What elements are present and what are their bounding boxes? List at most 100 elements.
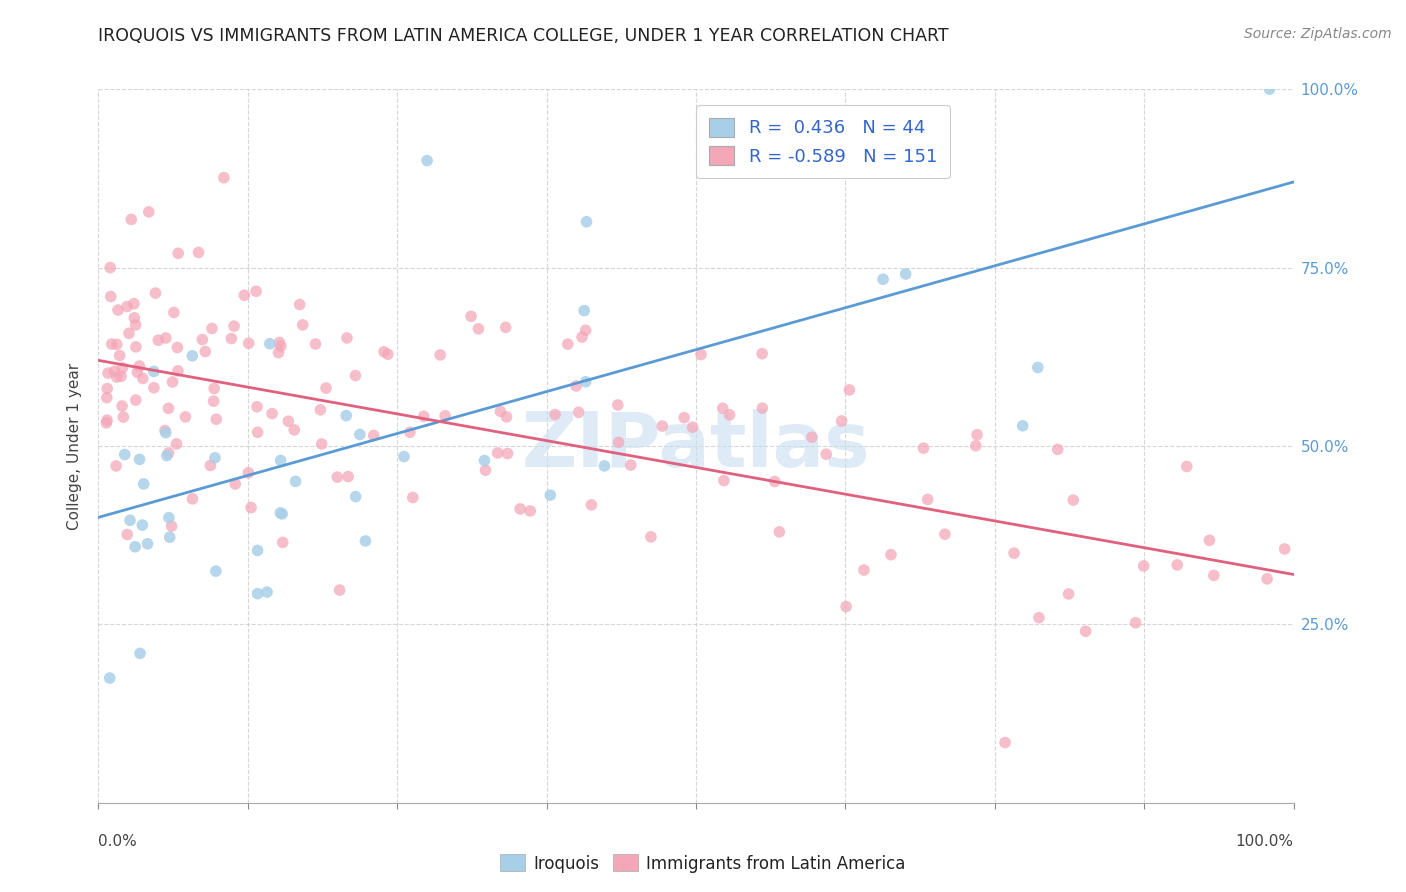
Point — [97, 366, 120, 380]
Point — [1026, 360, 1049, 375]
Point — [111, 360, 134, 375]
Point — [118, 326, 141, 341]
Point — [111, 399, 134, 413]
Point — [166, 341, 188, 355]
Point — [509, 502, 531, 516]
Point — [131, 518, 153, 533]
Point — [100, 289, 122, 303]
Legend: R =  0.436   N = 44, R = -0.589   N = 151: R = 0.436 N = 44, R = -0.589 N = 151 — [696, 105, 950, 178]
Point — [155, 331, 177, 345]
Point — [894, 267, 917, 281]
Point — [474, 453, 496, 467]
Point — [120, 212, 142, 227]
Point — [157, 446, 180, 460]
Point — [160, 519, 183, 533]
Point — [262, 407, 284, 421]
Point — [880, 548, 903, 562]
Point — [205, 564, 228, 578]
Point — [1002, 546, 1025, 560]
Point — [222, 319, 245, 334]
Point — [337, 469, 360, 483]
Point — [575, 323, 598, 337]
Point — [245, 285, 267, 299]
Point — [713, 474, 735, 488]
Point — [486, 446, 509, 460]
Point — [271, 507, 294, 521]
Point — [269, 506, 291, 520]
Point — [163, 305, 186, 319]
Point — [246, 400, 269, 414]
Point — [138, 205, 160, 219]
Point — [399, 425, 422, 440]
Point — [96, 391, 118, 405]
Point — [118, 513, 141, 527]
Point — [129, 646, 152, 660]
Point — [233, 288, 256, 302]
Point — [224, 477, 246, 491]
Point — [128, 359, 150, 373]
Point — [110, 369, 132, 384]
Point — [335, 409, 357, 423]
Point — [429, 348, 451, 362]
Point — [284, 475, 307, 489]
Point — [1202, 568, 1225, 582]
Point — [103, 364, 125, 378]
Point — [800, 430, 823, 444]
Point — [1256, 572, 1278, 586]
Point — [607, 435, 630, 450]
Point — [283, 423, 305, 437]
Point — [238, 466, 260, 480]
Point — [100, 337, 122, 351]
Point — [124, 318, 146, 332]
Point — [277, 414, 299, 428]
Point — [200, 458, 222, 473]
Point — [581, 498, 603, 512]
Point — [288, 297, 311, 311]
Point — [620, 458, 643, 472]
Point — [377, 347, 399, 361]
Point — [107, 303, 129, 318]
Point — [575, 375, 598, 389]
Y-axis label: College, Under 1 year: College, Under 1 year — [67, 362, 83, 530]
Point — [96, 413, 118, 427]
Point — [606, 398, 628, 412]
Point — [593, 458, 616, 473]
Point — [571, 330, 593, 344]
Point — [557, 337, 579, 351]
Point — [125, 392, 148, 407]
Point — [98, 671, 121, 685]
Point — [311, 437, 333, 451]
Point — [373, 344, 395, 359]
Point — [326, 470, 349, 484]
Point — [575, 215, 598, 229]
Point — [291, 318, 314, 332]
Point — [194, 344, 217, 359]
Point — [392, 450, 415, 464]
Point — [1125, 615, 1147, 630]
Point — [690, 348, 713, 362]
Point — [267, 345, 290, 359]
Point — [651, 419, 673, 434]
Point — [259, 336, 281, 351]
Point — [344, 490, 367, 504]
Point — [994, 735, 1017, 749]
Point — [344, 368, 367, 383]
Point — [349, 427, 371, 442]
Point — [495, 409, 517, 424]
Point — [434, 409, 457, 423]
Point — [124, 310, 146, 325]
Point — [412, 409, 434, 424]
Point — [416, 153, 439, 168]
Point — [304, 337, 326, 351]
Point — [156, 449, 179, 463]
Point — [1175, 459, 1198, 474]
Point — [202, 394, 225, 409]
Point — [965, 439, 987, 453]
Point — [157, 510, 180, 524]
Point — [329, 583, 352, 598]
Point — [174, 409, 197, 424]
Point — [221, 332, 243, 346]
Point — [124, 540, 146, 554]
Point — [115, 300, 138, 314]
Point — [202, 382, 225, 396]
